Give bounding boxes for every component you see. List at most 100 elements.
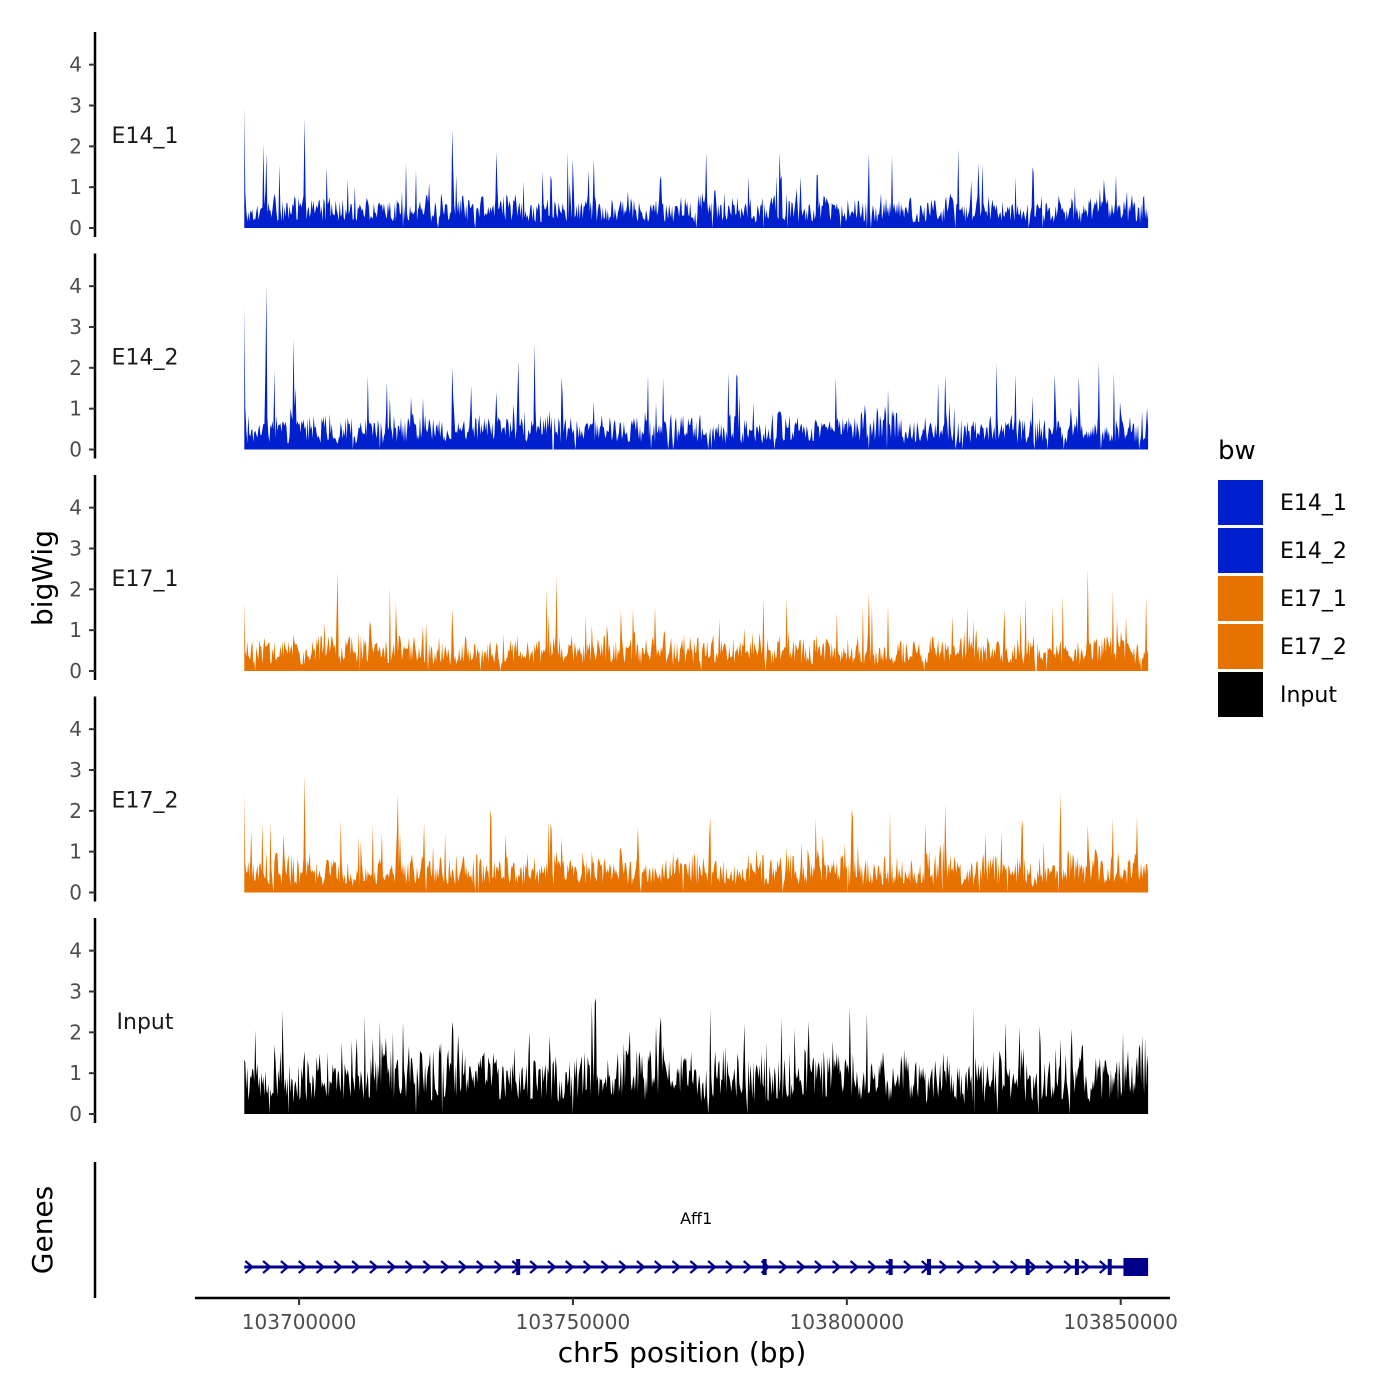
strand-arrow (458, 1260, 468, 1274)
strand-arrow (404, 1260, 415, 1274)
legend-swatch (1218, 624, 1263, 669)
strand-arrow (653, 1260, 664, 1274)
coverage-tracks: 0 1 2 3 4 E14_1 0 1 2 3 4 E14_2 0 1 2 3 4 E17_1 0 1 2 3 4 E17_2… (69, 32, 1149, 1126)
y-tick-label: 4 (69, 717, 82, 741)
strand-arrow (796, 1260, 806, 1274)
strand-arrow (725, 1260, 735, 1274)
y-axis-title: bigWig (26, 530, 59, 626)
y-tick-label: 3 (69, 94, 82, 118)
strand-arrow (1045, 1260, 1055, 1274)
legend-swatch (1218, 528, 1263, 573)
y-tick-label: 1 (69, 397, 82, 421)
y-tick-label: 2 (69, 799, 82, 823)
strand-arrow (778, 1260, 788, 1274)
legend-label: E17_2 (1280, 635, 1347, 660)
strand-arrow (831, 1260, 842, 1274)
track-input: 0 1 2 3 4 Input (69, 918, 1149, 1126)
x-tick-label: 103750000 (516, 1310, 631, 1334)
strand-arrow (493, 1260, 504, 1274)
track-label: E14_2 (112, 346, 179, 371)
track-label: Input (117, 1010, 174, 1035)
strand-arrow (707, 1260, 717, 1274)
exon (1074, 1259, 1079, 1275)
y-tick-label: 4 (69, 53, 82, 77)
y-tick-label: 3 (69, 980, 82, 1004)
strand-arrow (262, 1260, 272, 1274)
exon (1025, 1259, 1030, 1275)
strand-arrow (1027, 1260, 1038, 1274)
y-tick-label: 2 (69, 356, 82, 380)
coverage-area-e17_1 (244, 568, 1149, 671)
y-tick-label: 1 (69, 175, 82, 199)
coverage-area-e14_1 (244, 105, 1149, 228)
strand-arrow (1063, 1260, 1073, 1274)
x-tick-label: 103850000 (1063, 1310, 1178, 1334)
y-tick-label: 1 (69, 618, 82, 642)
y-tick-label: 3 (69, 537, 82, 561)
legend-swatch (1218, 672, 1263, 717)
strand-arrow (1009, 1260, 1020, 1274)
track-label: E17_2 (112, 789, 179, 814)
legend-label: Input (1280, 683, 1337, 708)
strand-arrow (582, 1260, 593, 1274)
legend-swatch (1218, 576, 1263, 621)
coverage-area-input (244, 998, 1149, 1114)
strand-arrow (440, 1260, 450, 1274)
strand-arrow (992, 1260, 1002, 1274)
strand-arrow (885, 1260, 895, 1274)
legend-label: E14_2 (1280, 539, 1347, 564)
coverage-area-e14_2 (244, 285, 1149, 450)
x-axis: chr5 position (bp) 103700000 103750000 103… (195, 1296, 1178, 1369)
strand-arrow (1081, 1260, 1091, 1274)
strand-arrow (422, 1260, 432, 1274)
y-tick-label: 4 (69, 939, 82, 963)
strand-arrow (280, 1260, 290, 1274)
y-tick-label: 0 (69, 1102, 82, 1126)
x-axis-title: chr5 position (bp) (558, 1336, 807, 1369)
strand-arrow (974, 1260, 984, 1274)
strand-arrow (547, 1260, 557, 1274)
y-tick-label: 1 (69, 840, 82, 864)
strand-arrow (849, 1260, 860, 1274)
exon (926, 1259, 931, 1275)
y-tick-label: 0 (69, 659, 82, 683)
strand-arrow (956, 1260, 966, 1274)
strand-arrow (475, 1260, 486, 1274)
strand-arrow (529, 1260, 539, 1274)
track-e14_1: 0 1 2 3 4 E14_1 (69, 32, 1149, 240)
exon (1107, 1259, 1112, 1275)
gene-track: Genes Aff1 (26, 1162, 1149, 1298)
strand-arrow (618, 1260, 628, 1274)
track-e14_2: 0 1 2 3 4 E14_2 (69, 253, 1149, 462)
y-tick-label: 2 (69, 1020, 82, 1044)
strand-arrow (689, 1260, 699, 1274)
strand-arrow (814, 1260, 824, 1274)
gene-track-label: Genes (26, 1186, 59, 1274)
track-label: E14_1 (112, 124, 179, 149)
gene-aff1: Aff1 (244, 1209, 1149, 1276)
strand-arrow (742, 1260, 753, 1274)
strand-arrow (1098, 1260, 1109, 1274)
strand-arrow (564, 1260, 575, 1274)
strand-arrow (315, 1260, 326, 1274)
exon (888, 1259, 893, 1275)
coverage-area-e17_2 (244, 774, 1149, 893)
track-label: E17_1 (112, 567, 179, 592)
y-tick-label: 2 (69, 134, 82, 158)
strand-arrow (600, 1260, 610, 1274)
strand-arrow (636, 1260, 646, 1274)
y-tick-label: 2 (69, 577, 82, 601)
legend-label: E17_1 (1280, 587, 1347, 612)
y-tick-label: 0 (69, 216, 82, 240)
strand-arrow (244, 1260, 254, 1274)
legend-title: bw (1218, 436, 1256, 466)
x-tick-label: 103800000 (790, 1310, 905, 1334)
y-tick-label: 3 (69, 315, 82, 339)
x-tick-label: 103700000 (242, 1310, 357, 1334)
gene-name-label: Aff1 (680, 1209, 712, 1228)
y-tick-label: 3 (69, 758, 82, 782)
legend-swatch (1218, 480, 1263, 525)
strand-arrow (938, 1260, 949, 1274)
strand-arrow (369, 1260, 379, 1274)
